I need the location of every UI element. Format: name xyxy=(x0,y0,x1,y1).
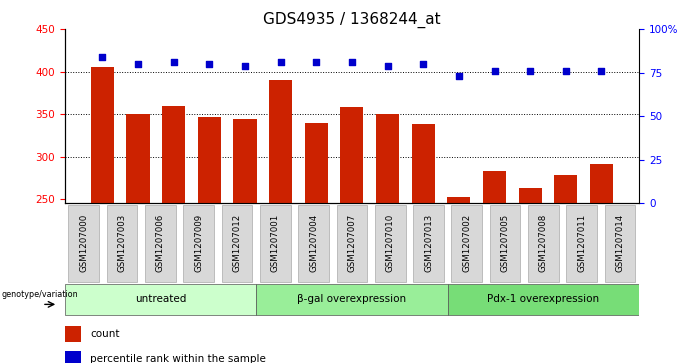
Point xyxy=(418,61,428,67)
FancyBboxPatch shape xyxy=(337,205,367,282)
Text: Pdx-1 overexpression: Pdx-1 overexpression xyxy=(488,294,600,305)
Text: untreated: untreated xyxy=(135,294,186,305)
Bar xyxy=(198,117,221,203)
Point xyxy=(454,73,464,79)
Text: GSM1207002: GSM1207002 xyxy=(462,214,471,272)
FancyBboxPatch shape xyxy=(222,205,252,282)
Point xyxy=(596,68,607,74)
Bar xyxy=(590,164,613,203)
Text: GSM1207012: GSM1207012 xyxy=(233,214,241,272)
FancyBboxPatch shape xyxy=(452,205,482,282)
FancyBboxPatch shape xyxy=(375,205,405,282)
Text: GSM1207000: GSM1207000 xyxy=(80,214,88,272)
FancyBboxPatch shape xyxy=(299,205,329,282)
Point xyxy=(489,68,500,74)
FancyBboxPatch shape xyxy=(566,205,597,282)
Text: GSM1207001: GSM1207001 xyxy=(271,214,279,272)
Text: GSM1207009: GSM1207009 xyxy=(194,214,203,272)
Bar xyxy=(376,114,399,203)
Point xyxy=(560,68,571,74)
Bar xyxy=(269,80,292,203)
FancyBboxPatch shape xyxy=(107,205,137,282)
Text: GSM1207006: GSM1207006 xyxy=(156,214,165,272)
FancyBboxPatch shape xyxy=(605,205,635,282)
Bar xyxy=(483,171,506,203)
FancyBboxPatch shape xyxy=(490,205,520,282)
Text: percentile rank within the sample: percentile rank within the sample xyxy=(90,354,267,363)
Text: GSM1207004: GSM1207004 xyxy=(309,214,318,272)
Bar xyxy=(126,114,150,203)
Point xyxy=(382,63,393,69)
Text: GSM1207010: GSM1207010 xyxy=(386,214,394,272)
FancyBboxPatch shape xyxy=(256,284,447,315)
Text: GSM1207005: GSM1207005 xyxy=(500,214,509,272)
Bar xyxy=(411,124,435,203)
Text: GSM1207003: GSM1207003 xyxy=(118,214,126,272)
Point xyxy=(97,54,107,60)
Text: GSM1207007: GSM1207007 xyxy=(347,214,356,272)
Point xyxy=(168,59,179,65)
Bar xyxy=(233,119,256,203)
Bar xyxy=(90,67,114,203)
Text: β-gal overexpression: β-gal overexpression xyxy=(297,294,407,305)
Text: GSM1207014: GSM1207014 xyxy=(615,214,624,272)
Bar xyxy=(65,351,81,363)
FancyBboxPatch shape xyxy=(69,205,99,282)
Point xyxy=(311,59,322,65)
Point xyxy=(133,61,143,67)
FancyBboxPatch shape xyxy=(447,284,639,315)
Bar xyxy=(519,188,542,203)
FancyBboxPatch shape xyxy=(145,205,175,282)
Point xyxy=(204,61,215,67)
Bar xyxy=(447,197,471,203)
Text: GSM1207011: GSM1207011 xyxy=(577,214,586,272)
Point xyxy=(239,63,250,69)
Text: count: count xyxy=(90,329,120,339)
Point xyxy=(275,59,286,65)
FancyBboxPatch shape xyxy=(65,284,256,315)
Text: GSM1207013: GSM1207013 xyxy=(424,214,433,272)
Point xyxy=(525,68,536,74)
Text: GSM1207008: GSM1207008 xyxy=(539,214,548,272)
Bar xyxy=(162,106,185,203)
FancyBboxPatch shape xyxy=(528,205,559,282)
Bar xyxy=(305,123,328,203)
Bar xyxy=(65,326,81,342)
Bar xyxy=(340,107,364,203)
FancyBboxPatch shape xyxy=(413,205,444,282)
Point xyxy=(346,59,358,65)
Bar xyxy=(554,175,577,203)
FancyBboxPatch shape xyxy=(260,205,290,282)
Text: genotype/variation: genotype/variation xyxy=(1,290,78,299)
FancyBboxPatch shape xyxy=(184,205,214,282)
Title: GDS4935 / 1368244_at: GDS4935 / 1368244_at xyxy=(263,12,441,28)
